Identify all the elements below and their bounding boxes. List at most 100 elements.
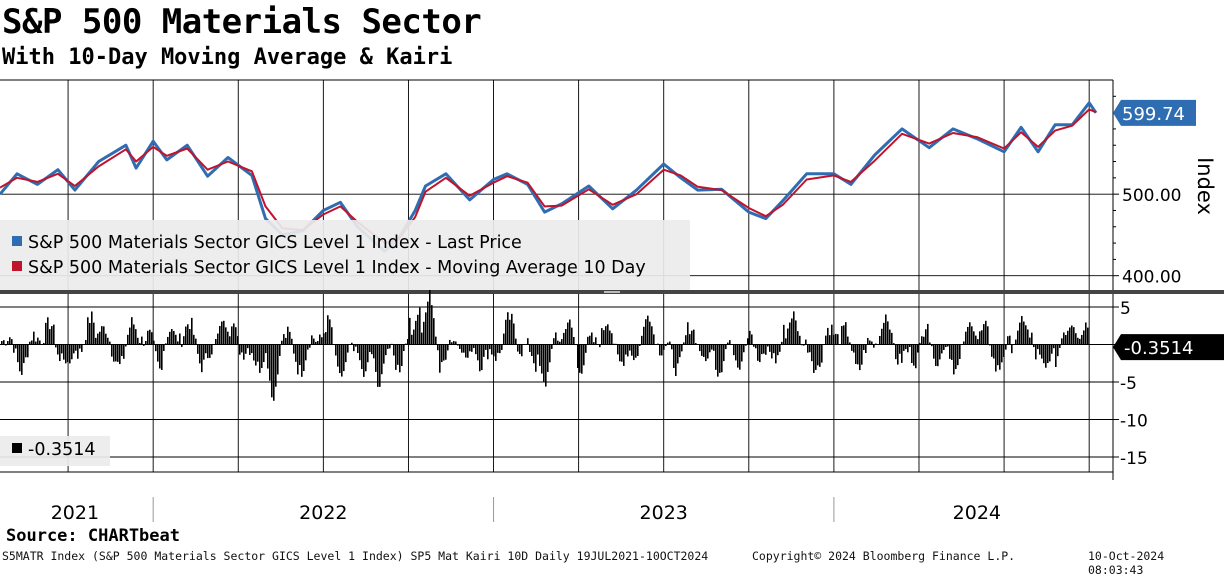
- kairi-bar: [679, 345, 681, 358]
- kairi-tick-label: 5: [1120, 299, 1131, 319]
- kairi-bar: [673, 345, 675, 369]
- kairi-bar: [895, 345, 897, 360]
- kairi-bar: [1065, 335, 1067, 344]
- kairi-bar: [539, 345, 541, 366]
- kairi-tick-label: -5: [1120, 374, 1137, 394]
- kairi-bar: [175, 335, 177, 345]
- kairi-bar: [439, 345, 441, 373]
- kairi-bar: [737, 345, 739, 368]
- kairi-bar: [879, 336, 881, 345]
- y-axis-title: Index: [1193, 157, 1217, 215]
- kairi-bar: [137, 338, 139, 345]
- kairi-bar: [739, 345, 741, 370]
- kairi-bar: [459, 345, 461, 349]
- legend-label-moving-average: S&P 500 Materials Sector GICS Level 1 In…: [28, 258, 646, 278]
- kairi-bar: [191, 318, 193, 345]
- legend-label-last-price: S&P 500 Materials Sector GICS Level 1 In…: [28, 233, 522, 253]
- kairi-bar: [293, 345, 295, 354]
- kairi-bar: [401, 345, 403, 366]
- kairi-bar: [387, 345, 389, 349]
- kairi-bar: [421, 333, 423, 345]
- kairi-bar: [937, 345, 939, 367]
- kairi-bar: [1081, 335, 1083, 345]
- kairi-bar: [93, 323, 95, 345]
- kairi-bar: [969, 322, 971, 344]
- kairi-bar: [873, 345, 875, 348]
- kairi-bar: [237, 336, 239, 344]
- kairi-bar: [589, 336, 591, 345]
- kairi-bar: [619, 345, 621, 362]
- kairi-bar: [923, 337, 925, 345]
- kairi-bar: [167, 337, 169, 345]
- kairi-bar: [235, 327, 237, 344]
- kairi-bar: [709, 345, 711, 353]
- kairi-bar: [871, 342, 873, 345]
- kairi-bar: [1071, 325, 1073, 344]
- kairi-bar: [653, 334, 655, 344]
- kairi-bar: [613, 344, 615, 345]
- legend-item-last-price: S&P 500 Materials Sector GICS Level 1 In…: [12, 232, 522, 254]
- kairi-bar: [925, 329, 927, 344]
- kairi-bar: [51, 326, 53, 344]
- kairi-bar: [529, 345, 531, 352]
- kairi-bar: [1015, 340, 1017, 345]
- kairi-bar: [505, 320, 507, 345]
- kairi-bar: [473, 345, 475, 349]
- kairi-bar: [391, 344, 393, 345]
- kairi-bar: [29, 342, 31, 345]
- kairi-bar: [587, 337, 589, 345]
- kairi-bar: [645, 319, 647, 344]
- kairi-bar: [447, 345, 449, 351]
- kairi-bar: [393, 345, 395, 356]
- kairi-bar: [831, 325, 833, 345]
- kairi-bar: [775, 345, 777, 364]
- kairi-bar: [763, 345, 765, 354]
- kairi-bar: [399, 345, 401, 373]
- kairi-bar: [779, 345, 781, 352]
- kairi-bar: [251, 345, 253, 354]
- kairi-bar: [25, 345, 27, 358]
- kairi-bar: [745, 345, 747, 346]
- kairi-bar: [793, 311, 795, 344]
- kairi-bar: [319, 335, 321, 345]
- kairi-bar: [501, 345, 503, 350]
- kairi-bar: [171, 329, 173, 344]
- kairi-bar: [463, 345, 465, 353]
- kairi-bar: [57, 345, 59, 355]
- kairi-bar: [313, 339, 315, 345]
- kairi-bar: [769, 345, 771, 352]
- kairi-bar: [851, 345, 853, 351]
- kairi-bar: [973, 331, 975, 344]
- kairi-bar: [719, 345, 721, 373]
- kairi-bar: [903, 345, 905, 351]
- kairi-bar: [99, 332, 101, 345]
- kairi-bar: [331, 327, 333, 344]
- kairi-bar: [347, 345, 349, 353]
- kairi-bar: [141, 337, 143, 345]
- kairi-bar: [759, 345, 761, 363]
- kairi-legend: -0.3514: [0, 436, 110, 466]
- kairi-bar: [573, 337, 575, 344]
- kairi-bar: [989, 345, 991, 346]
- kairi-bar: [521, 345, 523, 357]
- kairi-bar: [485, 345, 487, 350]
- kairi-bar: [545, 345, 547, 387]
- kairi-bar: [811, 345, 813, 362]
- kairi-bar: [59, 345, 61, 362]
- kairi-bar: [547, 345, 549, 372]
- kairi-bar: [959, 345, 961, 359]
- kairi-bar: [43, 343, 45, 344]
- kairi-bar: [423, 322, 425, 345]
- kairi-bar: [835, 334, 837, 345]
- kairi-bar: [939, 345, 941, 360]
- kairi-bar: [1047, 345, 1049, 364]
- kairi-bar: [845, 322, 847, 344]
- kairi-bar: [7, 341, 9, 344]
- kairi-bar: [165, 343, 167, 344]
- kairi-bar: [475, 345, 477, 355]
- kairi-bar: [261, 345, 263, 369]
- kairi-bar: [681, 345, 683, 352]
- x-tick-label-2024: 2024: [953, 502, 1001, 524]
- kairi-bar: [403, 345, 405, 352]
- kairi-bar: [247, 345, 249, 349]
